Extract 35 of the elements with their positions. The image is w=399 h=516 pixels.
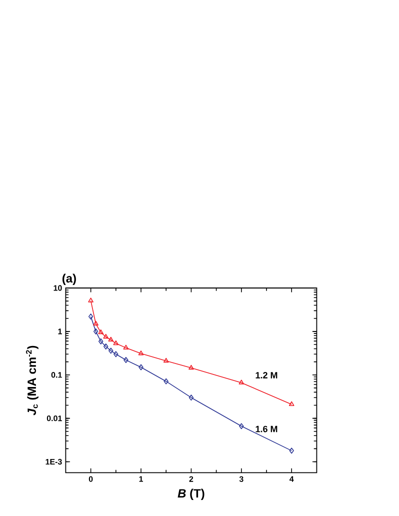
point	[93, 320, 98, 326]
point	[238, 380, 244, 384]
point	[124, 357, 128, 364]
point	[239, 423, 244, 430]
point	[164, 378, 168, 384]
y-tick-label: 1E-3	[46, 458, 62, 465]
x-tick-label: 0	[88, 476, 93, 482]
point	[93, 328, 98, 334]
x-tick-label: 4	[290, 476, 294, 482]
point	[113, 340, 119, 346]
x-tick-label: 1	[139, 476, 143, 482]
point	[98, 329, 104, 334]
point	[108, 348, 114, 354]
y-axis-title: J$_{c}$ (MA cm$^{-2}$)	[26, 346, 38, 416]
y-tick-label: 1	[58, 328, 62, 334]
x-axis-title: B (T)	[178, 488, 204, 500]
x-tick-label: 3	[239, 476, 244, 482]
point	[188, 394, 194, 401]
y-tick-label: 0.01	[46, 415, 62, 422]
point	[98, 338, 104, 344]
point	[188, 364, 194, 370]
point	[138, 364, 144, 370]
point	[114, 351, 118, 358]
y-tick-label: 0.1	[51, 372, 62, 378]
point	[138, 350, 144, 356]
x-tick-label: 2	[189, 476, 194, 482]
point	[103, 334, 109, 339]
point	[123, 344, 129, 350]
text: (a)	[62, 274, 76, 285]
y-tick-label: 10	[54, 285, 62, 291]
series-label: 1.6 M	[256, 426, 278, 432]
series-label: 1.2 M	[256, 372, 278, 378]
point	[163, 358, 169, 363]
point	[104, 344, 108, 350]
point	[108, 336, 114, 342]
